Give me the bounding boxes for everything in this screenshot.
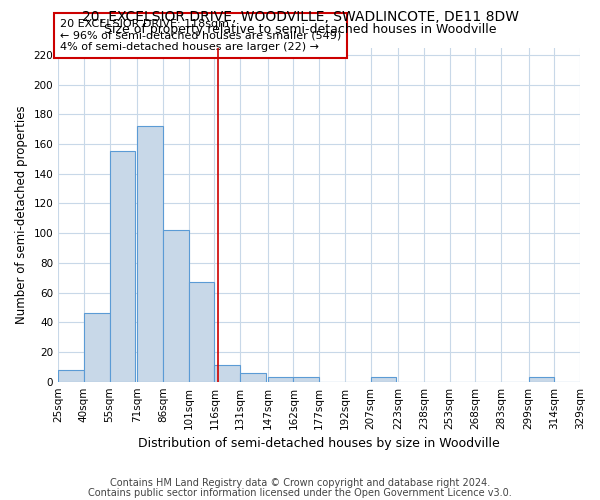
Bar [188, 282, 214, 382]
X-axis label: Distribution of semi-detached houses by size in Woodville: Distribution of semi-detached houses by … [138, 437, 500, 450]
Text: Contains HM Land Registry data © Crown copyright and database right 2024.: Contains HM Land Registry data © Crown c… [110, 478, 490, 488]
Bar [163, 230, 188, 382]
Bar [293, 377, 319, 382]
Bar [110, 152, 136, 382]
Bar [240, 373, 266, 382]
Y-axis label: Number of semi-detached properties: Number of semi-detached properties [15, 106, 28, 324]
Text: 20, EXCELSIOR DRIVE, WOODVILLE, SWADLINCOTE, DE11 8DW: 20, EXCELSIOR DRIVE, WOODVILLE, SWADLINC… [82, 10, 518, 24]
Bar [214, 366, 240, 382]
Bar [58, 370, 84, 382]
Text: 20 EXCELSIOR DRIVE: 118sqm
← 96% of semi-detached houses are smaller (549)
4% of: 20 EXCELSIOR DRIVE: 118sqm ← 96% of semi… [60, 19, 341, 52]
Bar [137, 126, 163, 382]
Bar [529, 377, 554, 382]
Bar [268, 377, 293, 382]
Bar [371, 377, 397, 382]
Text: Contains public sector information licensed under the Open Government Licence v3: Contains public sector information licen… [88, 488, 512, 498]
Bar [84, 314, 110, 382]
Text: Size of property relative to semi-detached houses in Woodville: Size of property relative to semi-detach… [104, 22, 496, 36]
